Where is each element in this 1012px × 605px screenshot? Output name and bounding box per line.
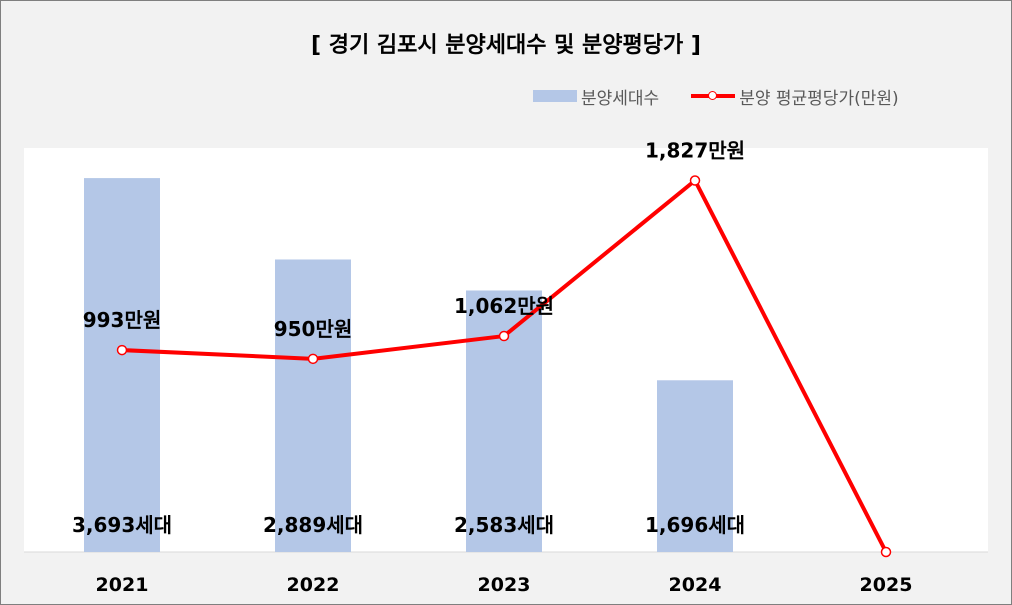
bar-label-2021: 3,693세대 xyxy=(72,513,172,537)
legend-item-line: 분양 평균평당가(만원) xyxy=(659,84,899,109)
legend-line-label: 분양 평균평당가(만원) xyxy=(739,88,899,109)
chart-title: [ 경기 김포시 분양세대수 및 분양평당가 ] xyxy=(311,33,701,58)
bar-label-2023: 2,583세대 xyxy=(454,513,554,537)
x-tick-2024: 2024 xyxy=(669,574,722,596)
bar-2022 xyxy=(275,259,351,552)
line-point-2024 xyxy=(689,175,701,186)
line-point-2025 xyxy=(880,546,892,558)
legend-bar-label: 분양세대수 xyxy=(581,88,660,109)
line-label-2021: 993만원 xyxy=(83,308,162,332)
legend-line-marker xyxy=(708,91,718,100)
line-point-2022 xyxy=(307,353,319,365)
legend-line-swatch xyxy=(691,85,736,107)
x-tick-2021: 2021 xyxy=(96,574,149,596)
bar-label-2024: 1,696세대 xyxy=(645,513,745,537)
bar-label-2022: 2,889세대 xyxy=(263,513,363,537)
line-label-2024: 1,827만원 xyxy=(645,138,745,162)
line-point-2023 xyxy=(498,330,510,342)
line-label-2023: 1,062만원 xyxy=(454,294,554,318)
x-tick-2022: 2022 xyxy=(287,574,340,596)
bar-2021 xyxy=(84,178,160,553)
legend: 분양세대수 분양 평균평당가(만원) xyxy=(533,84,899,109)
line-label-2022: 950만원 xyxy=(274,317,353,341)
legend-bar-swatch xyxy=(533,90,577,102)
line-point-2021 xyxy=(116,344,128,356)
legend-item-bar: 분양세대수 xyxy=(533,84,659,109)
x-tick-2023: 2023 xyxy=(478,574,531,596)
x-tick-2025: 2025 xyxy=(860,574,913,596)
bar-2024 xyxy=(657,380,733,552)
